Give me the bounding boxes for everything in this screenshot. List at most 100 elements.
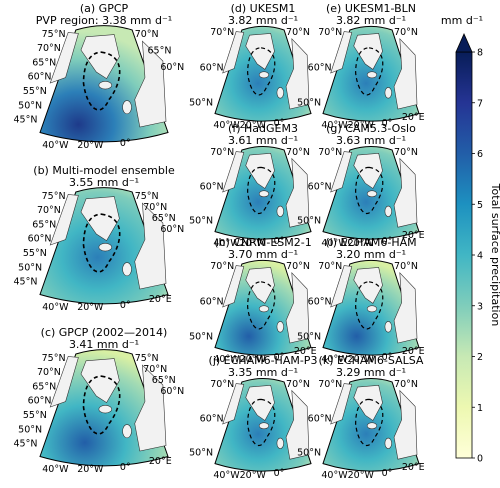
- map-panel-h: (h) CNRM-ESM2-13.70 mm d⁻¹70°N 60°N 50°N 70…: [189, 236, 317, 365]
- colorbar-tick-label: 5: [477, 200, 483, 211]
- longitude-label: 20°W: [240, 238, 267, 249]
- latitude-label: 60°N: [200, 62, 224, 73]
- pvp-region-outline: [82, 375, 121, 435]
- british-isles-landmass: [276, 321, 284, 333]
- europe-landmass: [285, 157, 310, 228]
- latitude-label: 70°N: [37, 367, 61, 378]
- latitude-label: 65°N: [32, 57, 56, 68]
- latitude-label: 70°N: [286, 147, 310, 158]
- latitude-label: 45°N: [13, 277, 37, 288]
- greenland-landmass: [245, 267, 275, 304]
- longitude-label: 40°W: [42, 302, 69, 313]
- pvp-region-outline: [355, 47, 384, 96]
- latitude-label: 50°N: [297, 448, 321, 459]
- latitude-label: 65°N: [32, 219, 56, 230]
- longitude-label: 40°W: [321, 120, 348, 131]
- latitude-label: 60°N: [28, 396, 52, 407]
- british-isles-landmass: [384, 321, 392, 333]
- latitude-label: 70°N: [143, 202, 167, 213]
- longitude-label: 40°W: [321, 354, 348, 365]
- north-america-landmass: [49, 194, 79, 246]
- british-isles-landmass: [384, 205, 392, 217]
- iceland-landmass: [258, 190, 270, 198]
- latitude-label: 45°N: [13, 439, 37, 450]
- panel-title: (d) UKESM1: [231, 2, 296, 15]
- latitude-label: 70°N: [37, 205, 61, 216]
- longitude-label: 20°W: [240, 470, 267, 481]
- latitude-label: 75°N: [42, 29, 66, 40]
- longitude-label: 20°W: [240, 354, 267, 365]
- europe-landmass: [393, 157, 418, 228]
- north-america-landmass: [222, 383, 245, 425]
- panel-title: (k) ECHAM6-SALSA: [319, 354, 424, 367]
- longitude-label: 20°E: [402, 462, 425, 473]
- latitude-label: 70°N: [318, 379, 342, 390]
- north-america-landmass: [330, 31, 353, 74]
- longitude-label: 20°W: [348, 470, 375, 481]
- colorbar: mm d⁻¹ 0 1 2 3 4 5 6 7 8 Total surface precipitati…: [441, 14, 500, 465]
- colorbar-tick-label: 0: [477, 454, 483, 465]
- europe-landmass: [285, 271, 310, 344]
- greenland-landmass: [80, 34, 120, 80]
- iceland-landmass: [366, 422, 378, 430]
- colorbar-tick-label: 3: [477, 301, 483, 312]
- pvp-region-outline: [82, 213, 121, 273]
- latitude-label: 60°N: [308, 296, 332, 307]
- europe-landmass: [134, 364, 167, 452]
- longitude-label: 20°W: [77, 302, 104, 313]
- latitude-label: 65°N: [148, 45, 172, 56]
- longitude-label: 20°E: [402, 346, 425, 357]
- longitude-label: 0°: [382, 236, 393, 247]
- latitude-label: 70°N: [318, 261, 342, 272]
- greenland-landmass: [353, 384, 383, 421]
- greenland-landmass: [245, 33, 275, 70]
- pvp-region-outline: [247, 398, 276, 446]
- latitude-label: 70°N: [394, 147, 418, 158]
- longitude-label: 0°: [382, 468, 393, 479]
- british-isles-landmass: [276, 87, 284, 99]
- latitude-label: 70°N: [318, 147, 342, 158]
- longitude-label: 40°W: [321, 470, 348, 481]
- north-america-landmass: [49, 356, 79, 408]
- iceland-landmass: [98, 81, 112, 90]
- panel-title: (e) UKESM1-BLN: [326, 2, 416, 15]
- panel-subtitle: 3.29 mm d⁻¹: [336, 366, 406, 379]
- latitude-label: 75°N: [42, 353, 66, 364]
- panel-subtitle: 3.41 mm d⁻¹: [69, 338, 139, 351]
- longitude-label: 20°W: [348, 238, 375, 249]
- map-panel-c: (c) GPCP (2002—2014)3.41 mm d⁻¹75°N70°N6…: [13, 326, 184, 475]
- latitude-label: 50°N: [18, 100, 42, 111]
- latitude-label: 70°N: [37, 43, 61, 54]
- longitude-label: 0°: [274, 352, 285, 363]
- british-isles-landmass: [122, 100, 132, 115]
- latitude-label: 70°N: [394, 27, 418, 38]
- longitude-label: 40°W: [42, 464, 69, 475]
- panel-subtitle: 3.55 mm d⁻¹: [69, 176, 139, 189]
- north-america-landmass: [222, 151, 245, 193]
- british-isles-landmass: [122, 424, 132, 439]
- longitude-label: 20°W: [77, 464, 104, 475]
- north-america-landmass: [330, 151, 353, 193]
- greenland-landmass: [245, 384, 275, 421]
- panel-subtitle: 3.70 mm d⁻¹: [228, 248, 298, 261]
- latitude-label: 70°N: [210, 261, 234, 272]
- panel-title: (j) ECHAM6-HAM-P3: [209, 354, 318, 367]
- longitude-label: 20°E: [402, 230, 425, 241]
- panel-subtitle: 3.20 mm d⁻¹: [336, 248, 406, 261]
- panel-subtitle: PVP region: 3.38 mm d⁻¹: [36, 14, 172, 27]
- latitude-label: 50°N: [189, 331, 213, 342]
- latitude-label: 50°N: [297, 97, 321, 108]
- colorbar-tick-label: 8: [477, 48, 483, 59]
- latitude-label: 60°N: [160, 62, 184, 73]
- latitude-label: 70°N: [210, 147, 234, 158]
- latitude-label: 75°N: [42, 191, 66, 202]
- longitude-label: 40°W: [213, 238, 240, 249]
- longitude-label: 40°W: [213, 354, 240, 365]
- colorbar-tick-label: 7: [477, 98, 483, 109]
- latitude-label: 70°N: [394, 379, 418, 390]
